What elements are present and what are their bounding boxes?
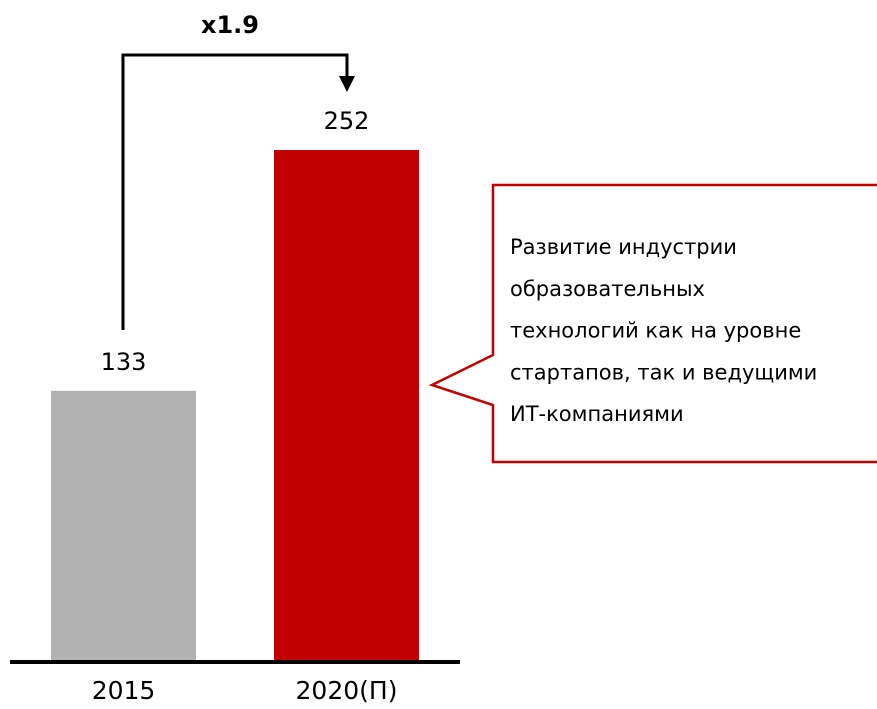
value-label: 133 xyxy=(101,348,147,376)
callout-line: ИТ-компаниями xyxy=(510,402,684,426)
callout-box xyxy=(428,183,877,464)
x-tick-label: 2015 xyxy=(92,676,156,705)
callout-line: технологий как на уровне xyxy=(510,319,801,343)
callout-line: образовательных xyxy=(510,277,705,301)
growth-label: x1.9 xyxy=(201,11,259,39)
x-tick-label: 2020(П) xyxy=(296,676,398,705)
bar xyxy=(274,150,419,660)
callout-line: стартапов, так и ведущими xyxy=(510,360,817,384)
callout-line: Развитие индустрии xyxy=(510,235,737,259)
callout-text: Развитие индустрии образовательных техноло… xyxy=(510,235,817,426)
bar xyxy=(51,390,196,660)
growth-bracket xyxy=(121,53,349,330)
growth-arrow xyxy=(339,76,355,92)
value-label: 252 xyxy=(324,107,370,135)
